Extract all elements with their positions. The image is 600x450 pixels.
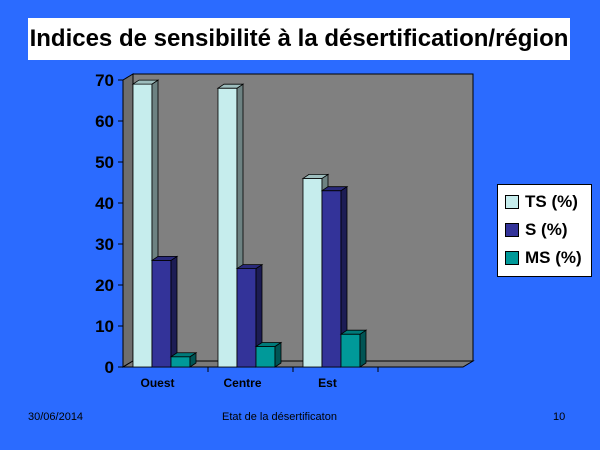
bar-top [131, 79, 160, 85]
title-box: Indices de sensibilité à la désertificat… [28, 18, 570, 60]
bar-side [170, 255, 178, 368]
y-tick-label: 70 [95, 71, 114, 90]
y-tick-label: 0 [105, 358, 114, 377]
bar-top [339, 329, 368, 335]
footer-page-number: 10 [553, 411, 566, 423]
y-tick-label: 30 [95, 235, 114, 254]
legend-item: MS (%) [505, 247, 582, 269]
bar-side [359, 329, 367, 368]
y-tick-label: 20 [95, 276, 114, 295]
legend-item: S (%) [505, 219, 568, 241]
x-tick-label: Est [318, 376, 337, 390]
bar-front [217, 87, 238, 368]
footer-date: 30/06/2014 [28, 411, 84, 423]
bar-front [340, 333, 361, 368]
legend-item: TS (%) [505, 191, 578, 213]
bar-top [169, 352, 198, 358]
bar-top [235, 264, 264, 270]
bar-front [236, 268, 257, 368]
legend-label: MS (%) [525, 248, 582, 267]
y-tick-label: 50 [95, 153, 114, 172]
bar-front [132, 83, 153, 368]
bar-front [321, 190, 342, 368]
chart-title: Indices de sensibilité à la désertificat… [29, 25, 569, 52]
plot-side-wall [122, 73, 134, 368]
bar-top [320, 186, 349, 192]
bar-top [216, 83, 245, 89]
bar-top [254, 342, 283, 347]
y-tick-label: 40 [95, 194, 114, 213]
footer-center-text: Etat de la désertificaton [222, 411, 337, 423]
legend: TS (%) S (%) MS (%) [497, 184, 592, 277]
legend-label: TS (%) [525, 192, 578, 211]
bar-front [170, 356, 191, 368]
legend-swatch [505, 251, 519, 265]
x-tick-label: Ouest [140, 376, 174, 390]
legend-swatch [505, 195, 519, 209]
legend-label: S (%) [525, 220, 568, 239]
bar-front [302, 177, 323, 368]
bar-front [151, 259, 172, 368]
bar-top [150, 255, 179, 261]
y-tick-label: 10 [95, 317, 114, 336]
x-tick-label: Centre [223, 376, 261, 390]
legend-swatch [505, 223, 519, 237]
y-tick-label: 60 [95, 112, 114, 131]
bar-front [255, 346, 276, 368]
bar-top [301, 173, 330, 179]
